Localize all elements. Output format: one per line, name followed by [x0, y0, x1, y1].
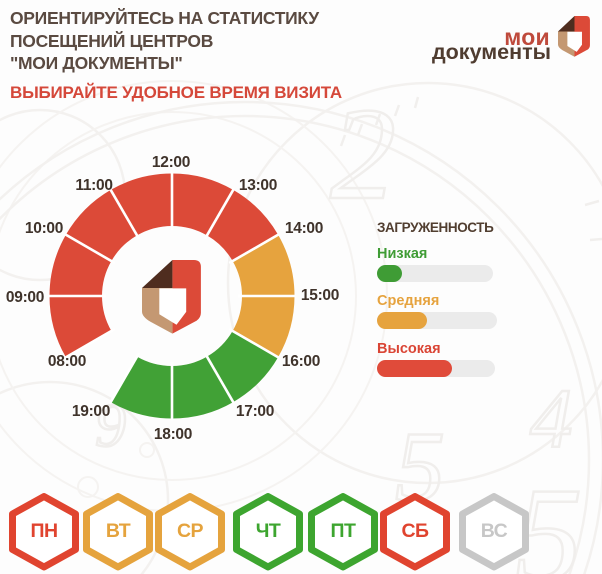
svg-text:ПТ: ПТ — [331, 520, 357, 542]
svg-text:СР: СР — [177, 520, 204, 542]
svg-text:2: 2 — [330, 80, 396, 227]
svg-text:СБ: СБ — [401, 520, 429, 542]
svg-text:ПН: ПН — [30, 520, 57, 542]
svg-text:ВС: ВС — [481, 520, 508, 542]
svg-text:ЧТ: ЧТ — [256, 520, 281, 542]
svg-text:ВТ: ВТ — [106, 520, 131, 542]
svg-text:4: 4 — [530, 372, 573, 466]
